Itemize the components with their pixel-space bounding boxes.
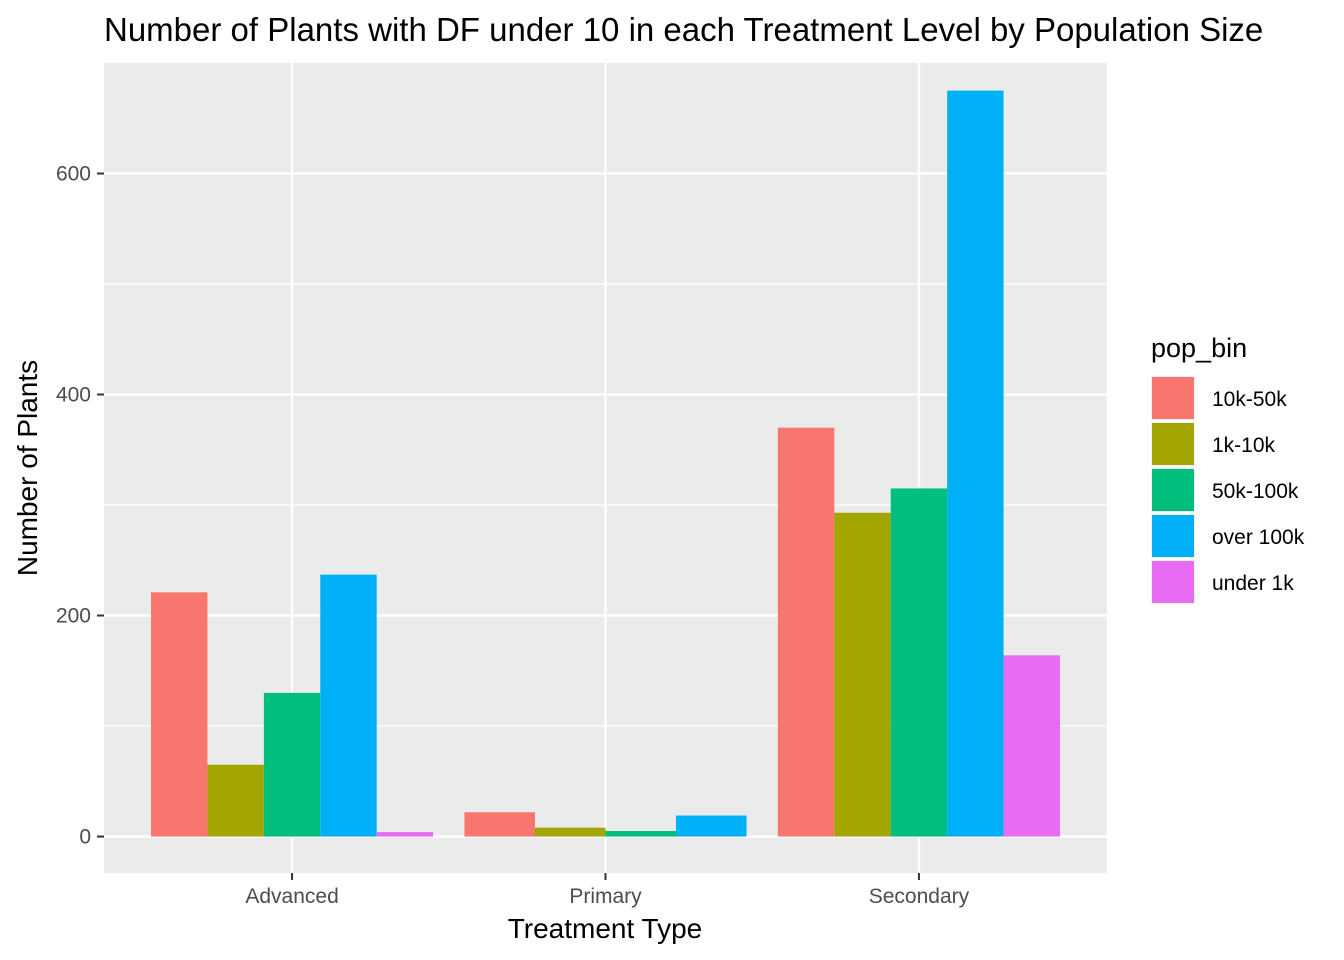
y-tick-label: 0 [79,826,91,849]
bar-advanced-50k-100k [263,692,321,837]
legend-items: 10k-50k 1k-10k 50k-100k over 100k under 1k [1151,376,1305,604]
y-axis: 0 200 400 600 [56,163,104,849]
bar-secondary-10k-50k [777,427,835,837]
legend-label: 10k-50k [1212,388,1287,411]
legend-label: 50k-100k [1212,480,1299,503]
bar-primary-over-100k [676,815,747,837]
legend-swatch-under-1k [1152,561,1194,603]
x-tick-label: Primary [569,885,642,908]
bar-primary-10k-50k [464,812,535,837]
legend-label: over 100k [1212,526,1305,549]
y-tick-label: 400 [56,384,91,407]
bar-secondary-1k-10k [834,512,891,837]
legend-title: pop_bin [1151,333,1247,363]
legend-swatch-1k-10k [1152,423,1194,465]
y-tick-label: 600 [56,163,91,186]
bar-advanced-over-100k [320,574,377,837]
x-axis: Advanced Primary Secondary [245,873,970,908]
x-axis-title: Treatment Type [508,913,703,944]
bar-primary-1k-10k [534,827,606,837]
y-axis-title: Number of Plants [12,360,43,576]
x-tick-label: Secondary [869,885,970,908]
x-tick-label: Advanced [245,885,338,908]
bar-primary-50k-100k [605,831,677,837]
legend-label: under 1k [1212,572,1294,595]
chart-title: Number of Plants with DF under 10 in eac… [104,11,1263,48]
bar-advanced-1k-10k [207,764,264,837]
legend-swatch-over-100k [1152,515,1194,557]
legend-swatch-50k-100k [1152,469,1194,511]
bar-secondary-50k-100k [890,488,948,837]
legend-label: 1k-10k [1212,434,1276,457]
y-tick-label: 200 [56,605,91,628]
bar-advanced-10k-50k [151,592,208,837]
legend: pop_bin 10k-50k 1k-10k 50k-100k over 100k un… [1151,333,1305,604]
legend-swatch-10k-50k [1152,377,1194,419]
bar-secondary-over-100k [947,90,1004,837]
bar-advanced-under-1k [376,832,434,837]
bars [151,90,1060,837]
bar-secondary-under-1k [1003,655,1060,837]
